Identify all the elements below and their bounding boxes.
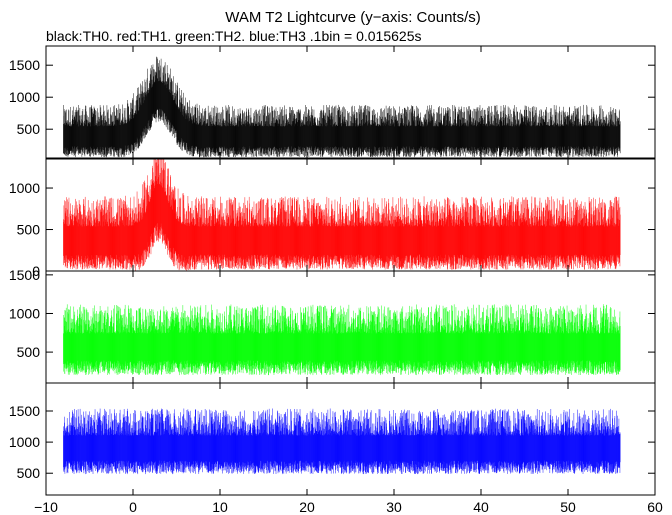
y-tick-label: 1000	[9, 305, 40, 321]
y-tick-label: 1000	[9, 434, 40, 450]
y-tick-label: 1500	[9, 403, 40, 419]
chart-subtitle: black:TH0. red:TH1. green:TH2. blue:TH3 …	[46, 28, 421, 44]
panel-th2: 500 1000 1500	[9, 267, 656, 384]
panel-th3: 500 1000 1500	[9, 382, 656, 496]
x-tick-label: 60	[647, 499, 663, 515]
x-axis: −10 0 10 20 30 40 50 60	[34, 499, 663, 515]
x-tick-label: 10	[212, 499, 228, 515]
panel-th1: 0 500 1000	[9, 158, 656, 279]
y-tick-label: 0	[32, 263, 40, 279]
panel-frame	[45, 45, 656, 159]
series-th1	[63, 159, 621, 271]
x-tick-label: 0	[129, 499, 137, 515]
panel-th0: 500 1000 1500	[9, 45, 656, 159]
y-tick-label: 500	[17, 121, 41, 137]
x-tick-label: 30	[386, 499, 402, 515]
x-tick-label: 40	[473, 499, 489, 515]
x-tick-label: 50	[560, 499, 576, 515]
y-tick-label: 1000	[9, 89, 40, 105]
y-tick-label: 500	[17, 344, 41, 360]
y-tick-label: 1500	[9, 267, 40, 283]
chart-title: WAM T2 Lightcurve (y−axis: Counts/s)	[225, 9, 481, 26]
y-tick-label: 500	[17, 222, 41, 238]
panel-stack: 5001000150005001000500100015005001000150…	[9, 45, 656, 496]
x-tick-label: 20	[299, 499, 315, 515]
series-th0	[63, 56, 621, 158]
series-th2	[63, 304, 621, 376]
y-tick-label: 1500	[9, 57, 40, 73]
series-th3	[63, 408, 621, 475]
x-tick-label: −10	[34, 499, 58, 515]
panel-frame	[45, 382, 656, 496]
y-tick-label: 500	[17, 465, 41, 481]
y-tick-label: 1000	[9, 180, 40, 196]
